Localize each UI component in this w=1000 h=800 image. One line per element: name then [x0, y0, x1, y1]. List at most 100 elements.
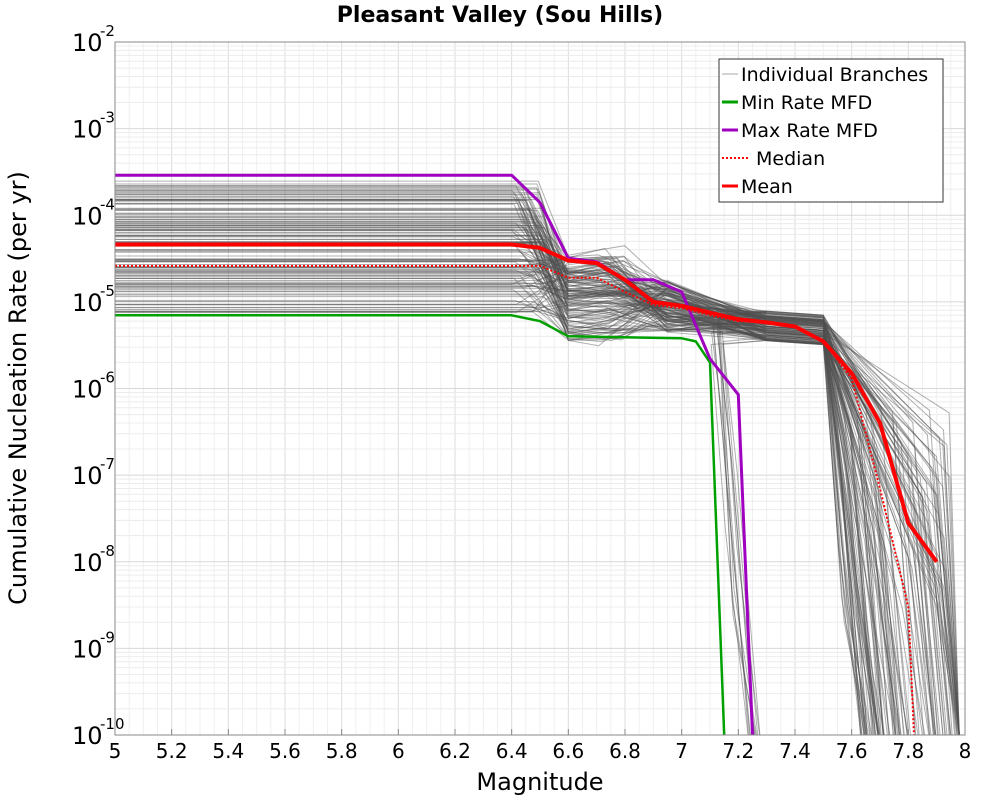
- branch-line: [115, 242, 880, 736]
- branch-line: [115, 227, 939, 736]
- branch-line: [115, 261, 868, 736]
- branch-line: [115, 262, 923, 736]
- branch-line: [115, 267, 868, 736]
- branch-line: [115, 220, 877, 736]
- branch-line: [115, 193, 882, 736]
- branch-line: [115, 242, 936, 736]
- branch-line: [115, 269, 960, 736]
- branch-line: [115, 287, 876, 736]
- branch-line: [115, 224, 868, 736]
- branch-line: [115, 225, 925, 736]
- x-tick-label: 6.8: [609, 739, 641, 763]
- branch-line: [115, 289, 916, 736]
- x-axis-label: Magnitude: [476, 768, 603, 796]
- branch-line: [115, 249, 897, 736]
- branch-line: [115, 249, 896, 736]
- branch-line: [115, 260, 960, 736]
- branch-line: [115, 235, 951, 736]
- series-line-min-rate-mfd: [115, 314, 726, 736]
- branch-line: [115, 212, 767, 736]
- x-tick-label: 5.4: [212, 739, 244, 763]
- branch-line: [115, 256, 767, 736]
- x-tick-label: 6: [392, 739, 405, 763]
- branch-line: [115, 199, 960, 736]
- chart-title: Pleasant Valley (Sou Hills): [337, 3, 663, 28]
- y-tick-base: 10: [72, 462, 103, 490]
- branch-line: [115, 275, 865, 736]
- branch-line: [115, 259, 767, 736]
- branch-line: [115, 277, 879, 736]
- branch-line: [115, 249, 879, 736]
- legend-label: Min Rate MFD: [741, 92, 872, 114]
- legend-item: Median: [722, 148, 825, 170]
- branch-line: [115, 261, 952, 736]
- y-tick-label: 10-7: [72, 455, 115, 490]
- series-line-mean: [115, 242, 939, 563]
- branch-line: [115, 242, 863, 736]
- branch-line: [115, 258, 934, 736]
- branch-line: [115, 214, 879, 736]
- branch-line: [115, 224, 958, 736]
- x-tick-label: 5.2: [156, 739, 188, 763]
- branch-line: [115, 288, 930, 736]
- branch-line: [115, 227, 902, 736]
- branch-line: [115, 251, 909, 736]
- x-tick-label: 5: [109, 739, 122, 763]
- branch-line: [115, 194, 960, 736]
- branch-line: [115, 281, 891, 736]
- branch-line: [115, 242, 932, 736]
- branch-line: [115, 241, 767, 736]
- y-tick-label: 10-2: [72, 22, 115, 57]
- branch-line: [115, 186, 863, 736]
- branch-line: [115, 239, 930, 736]
- branch-line: [115, 187, 874, 736]
- y-tick-exponent: -3: [100, 109, 115, 127]
- x-axis-ticks: 5 5.2 5.4 5.6 5.8 6 6.2 6.4 6.6 6.8 7 7.2 7.4 7.6 7.8 8: [109, 729, 971, 763]
- x-tick-label: 7.6: [836, 739, 868, 763]
- branch-line: [115, 282, 937, 736]
- legend-label: Max Rate MFD: [741, 120, 878, 142]
- branch-line: [115, 296, 867, 736]
- branch-line: [115, 250, 767, 736]
- y-tick-base: 10: [72, 289, 103, 317]
- legend-item: Min Rate MFD: [722, 92, 872, 114]
- branch-line: [115, 200, 874, 736]
- legend-item: Mean: [722, 176, 793, 198]
- branch-line: [115, 275, 861, 736]
- branch-line: [115, 193, 871, 736]
- y-tick-label: 10-5: [72, 282, 115, 317]
- branch-line: [115, 256, 901, 736]
- branch-line: [115, 192, 920, 736]
- y-tick-exponent: -5: [100, 282, 115, 300]
- y-tick-exponent: -6: [100, 369, 115, 387]
- branch-line: [115, 222, 960, 736]
- branch-line: [115, 229, 767, 736]
- x-tick-label: 6.6: [552, 739, 584, 763]
- branch-line: [115, 216, 879, 736]
- x-tick-label: 5.8: [326, 739, 358, 763]
- branch-line: [115, 259, 944, 736]
- branch-line: [115, 255, 767, 736]
- branch-line: [115, 303, 897, 736]
- branch-line: [115, 198, 880, 736]
- branch-line: [115, 209, 934, 736]
- series-lines: [115, 173, 939, 736]
- x-tick-label: 5.6: [269, 739, 301, 763]
- branch-line: [115, 208, 876, 736]
- branch-line: [115, 235, 960, 736]
- series-line-median: [115, 264, 915, 736]
- y-tick-label: 10-9: [72, 628, 115, 663]
- branch-line: [115, 257, 936, 736]
- branch-line: [115, 196, 910, 736]
- y-tick-exponent: -8: [100, 542, 115, 560]
- branch-line: [115, 259, 960, 736]
- branch-line: [115, 301, 960, 736]
- legend-item: Max Rate MFD: [722, 120, 878, 142]
- y-tick-base: 10: [72, 376, 103, 404]
- y-tick-label: 10-8: [72, 542, 115, 577]
- branch-line: [115, 266, 879, 736]
- x-tick-label: 7.4: [779, 739, 811, 763]
- y-tick-exponent: -7: [100, 455, 115, 473]
- branch-line: [115, 264, 862, 736]
- legend-label: Mean: [741, 176, 793, 198]
